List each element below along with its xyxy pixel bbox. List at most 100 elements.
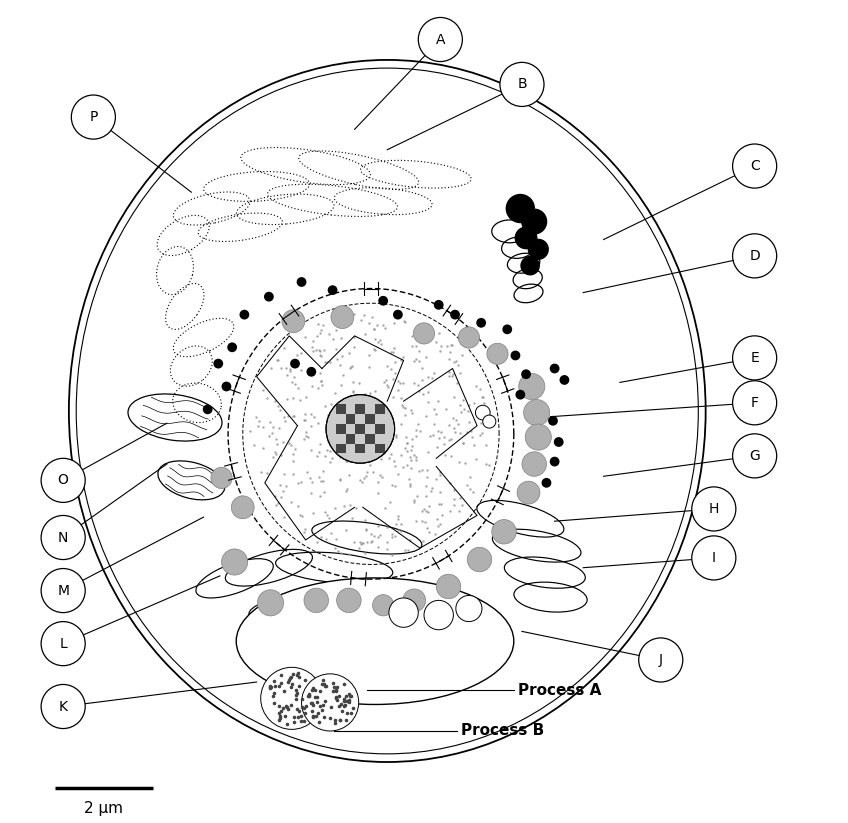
Point <box>391 384 404 397</box>
Point <box>404 533 417 546</box>
Point <box>321 511 335 524</box>
Point <box>243 425 256 438</box>
Point <box>283 362 297 375</box>
Point <box>326 676 340 689</box>
Point <box>385 530 399 543</box>
Circle shape <box>239 309 249 319</box>
Point <box>325 431 338 444</box>
Text: D: D <box>750 249 760 263</box>
Point <box>326 332 340 346</box>
Point <box>290 686 304 700</box>
Point <box>324 526 338 539</box>
Ellipse shape <box>237 578 514 704</box>
Point <box>314 475 327 488</box>
Point <box>274 704 287 718</box>
Circle shape <box>41 621 85 666</box>
Point <box>267 687 281 700</box>
Point <box>304 420 318 433</box>
Point <box>293 670 306 683</box>
Point <box>382 381 395 394</box>
Circle shape <box>522 452 546 477</box>
Circle shape <box>258 590 283 616</box>
Point <box>455 406 468 419</box>
Point <box>348 340 361 353</box>
Point <box>430 512 444 525</box>
Point <box>282 675 295 688</box>
Point <box>273 404 287 417</box>
Point <box>306 681 320 695</box>
Point <box>336 350 349 363</box>
Point <box>347 701 360 714</box>
Circle shape <box>527 239 549 260</box>
Point <box>275 449 288 462</box>
Point <box>346 386 360 399</box>
Point <box>330 353 343 366</box>
Circle shape <box>492 519 516 544</box>
Point <box>430 440 444 453</box>
Point <box>329 684 343 697</box>
Point <box>416 374 429 387</box>
Point <box>301 430 315 444</box>
Circle shape <box>227 342 237 352</box>
Point <box>444 338 458 351</box>
Point <box>286 448 299 461</box>
Point <box>420 463 433 477</box>
Point <box>427 366 440 379</box>
Point <box>339 454 353 467</box>
Point <box>269 447 282 460</box>
Circle shape <box>456 596 482 621</box>
Point <box>274 362 287 375</box>
Text: A: A <box>436 33 445 47</box>
Point <box>420 332 433 345</box>
Text: K: K <box>59 700 68 714</box>
Point <box>416 361 429 374</box>
Point <box>360 523 373 536</box>
Point <box>342 694 355 707</box>
Point <box>363 360 377 374</box>
Point <box>377 408 391 421</box>
Point <box>276 484 290 497</box>
Point <box>294 476 308 489</box>
Point <box>284 681 298 694</box>
Point <box>425 481 438 495</box>
Point <box>386 391 399 404</box>
Point <box>454 366 467 379</box>
Point <box>332 690 345 703</box>
Point <box>405 439 419 453</box>
Text: C: C <box>750 159 760 173</box>
Point <box>452 505 466 518</box>
Point <box>474 428 488 441</box>
Circle shape <box>548 416 558 425</box>
Point <box>254 466 268 479</box>
Circle shape <box>554 437 564 447</box>
Point <box>321 425 334 439</box>
Point <box>409 331 422 344</box>
Point <box>449 414 463 427</box>
Text: H: H <box>709 502 719 516</box>
Point <box>394 354 408 367</box>
Point <box>416 464 429 477</box>
Point <box>343 317 357 330</box>
Point <box>333 410 347 423</box>
Point <box>361 413 375 426</box>
Point <box>312 470 326 483</box>
Point <box>321 435 334 448</box>
Point <box>317 344 331 357</box>
Point <box>384 415 398 428</box>
Point <box>373 469 387 482</box>
Point <box>438 449 451 462</box>
Point <box>465 424 478 437</box>
Point <box>278 414 292 427</box>
Point <box>339 442 353 455</box>
Text: I: I <box>711 551 716 565</box>
Point <box>432 327 446 340</box>
Point <box>373 528 387 542</box>
Point <box>354 476 368 489</box>
Point <box>399 315 412 328</box>
Point <box>315 677 328 690</box>
Point <box>396 400 410 413</box>
Point <box>263 416 276 429</box>
Point <box>267 697 281 710</box>
Point <box>479 439 493 452</box>
Point <box>314 374 327 388</box>
